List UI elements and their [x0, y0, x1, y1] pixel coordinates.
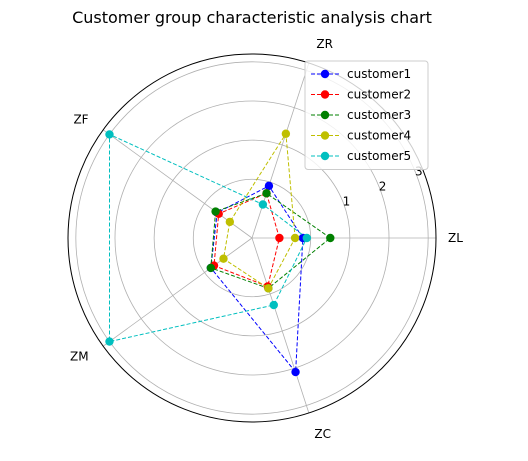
legend-label: customer5 — [347, 149, 411, 163]
legend-marker — [320, 131, 330, 140]
legend-item: customer2 — [311, 88, 411, 102]
data-point — [302, 233, 312, 243]
data-point — [291, 367, 300, 377]
legend-marker — [320, 110, 330, 120]
data-point — [206, 263, 216, 273]
data-point — [269, 300, 278, 310]
legend-label: customer1 — [347, 67, 411, 81]
radial-tick-label: 3 — [415, 165, 423, 179]
legend-item: customer1 — [311, 67, 411, 81]
series-line — [222, 132, 296, 290]
series-line — [210, 185, 304, 374]
series-line — [109, 133, 308, 343]
data-point — [211, 207, 220, 216]
axis-label-zr: ZR — [316, 37, 333, 51]
series-customer3 — [206, 189, 335, 293]
data-point — [105, 337, 114, 346]
legend-item: customer3 — [311, 108, 411, 122]
grid-spoke — [102, 237, 253, 347]
series-customer5 — [105, 130, 312, 346]
axis-label-zf: ZF — [73, 112, 88, 126]
data-point — [258, 200, 268, 209]
data-point — [264, 181, 274, 191]
legend-marker — [320, 90, 330, 99]
data-point — [326, 233, 335, 243]
data-point — [264, 284, 273, 293]
data-point — [225, 217, 235, 227]
series-customer2 — [209, 189, 284, 291]
axis-labels: ZL ZR ZF ZM ZC — [70, 37, 463, 441]
axis-label-zm: ZM — [70, 350, 89, 364]
data-point — [281, 129, 291, 138]
legend-label: customer3 — [347, 108, 411, 122]
legend-item: customer5 — [311, 149, 411, 163]
chart-title: Customer group characteristic analysis c… — [72, 8, 432, 27]
radar-frame — [67, 53, 437, 423]
series-line — [213, 192, 280, 288]
data-point — [105, 130, 114, 139]
data-point — [275, 233, 284, 243]
data-point — [262, 189, 271, 198]
legend-box — [304, 60, 429, 170]
data-point — [219, 254, 228, 263]
legend-label: customer4 — [347, 129, 411, 143]
radial-tick-label: 1 — [343, 195, 351, 209]
legend-item: customer4 — [311, 129, 411, 143]
axis-label-zl: ZL — [448, 231, 463, 245]
series-layer — [105, 129, 335, 377]
grid-spoke — [251, 237, 310, 414]
legend-marker — [320, 151, 330, 161]
radial-tick-label: 2 — [379, 180, 387, 194]
legend-marker — [320, 69, 330, 79]
grid-spoke — [251, 62, 310, 239]
legend: customer1 customer2 customer3 customer4 cust… — [304, 60, 429, 170]
legend-label: customer2 — [347, 88, 411, 102]
series-customer4 — [219, 129, 300, 293]
data-point — [290, 233, 300, 243]
axis-label-zc: ZC — [314, 427, 331, 441]
